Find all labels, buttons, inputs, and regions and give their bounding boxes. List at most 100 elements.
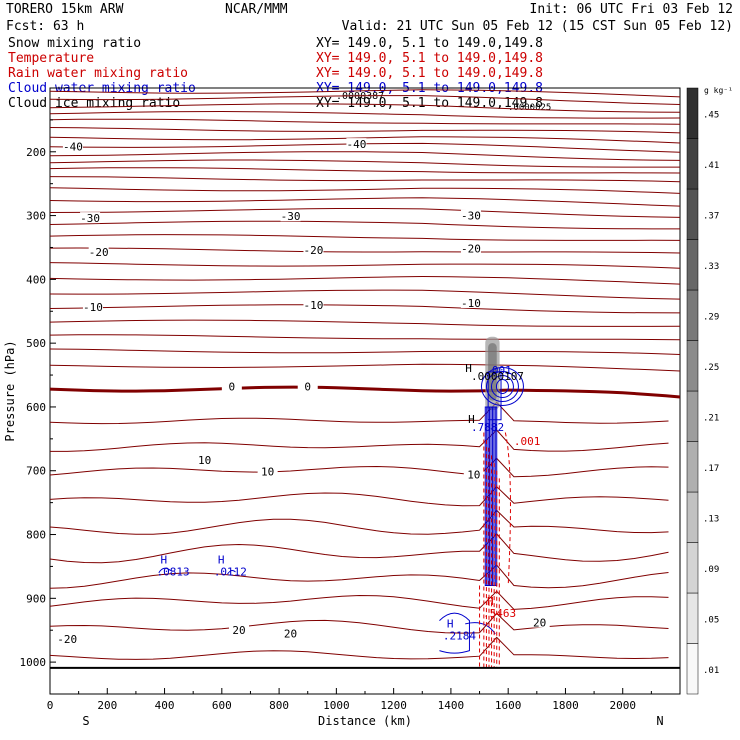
x-tick-label: 400 xyxy=(155,699,175,712)
y-tick-label: 400 xyxy=(26,273,46,286)
isotherm-label-bg xyxy=(303,244,324,256)
colorbar-swatch xyxy=(686,441,699,493)
x-tick-label: 200 xyxy=(97,699,117,712)
isotherm-line xyxy=(49,636,669,660)
isotherm-label-bg xyxy=(194,453,215,465)
cloud-water-contour xyxy=(485,371,519,403)
colorbar-label: .29 xyxy=(703,312,719,322)
max-annotation: .001 xyxy=(485,364,512,377)
isotherm-line xyxy=(49,151,681,161)
isotherm-label: 10 xyxy=(467,469,480,482)
field-xy: XY= 149.0, 5.1 to 149.0,149.8 xyxy=(316,66,543,81)
isotherm-label-bg xyxy=(529,616,550,628)
max-h: H xyxy=(447,617,454,630)
isotherm-line xyxy=(49,110,681,119)
isotherm-line xyxy=(49,401,669,425)
y-axis-label: Pressure (hPa) xyxy=(3,340,17,441)
field-name: Cloud ice mixing ratio xyxy=(8,96,180,111)
y-tick-label: 200 xyxy=(26,146,46,159)
y-tick-label: 700 xyxy=(26,465,46,478)
colorbar-label: .05 xyxy=(703,615,719,625)
isotherm-label-bg xyxy=(297,380,318,392)
colorbar-label: .13 xyxy=(703,514,719,524)
cloud-water-contour xyxy=(487,371,502,421)
colorbar-swatch xyxy=(686,491,699,543)
x-tick-label: 0 xyxy=(47,699,54,712)
isotherm-line xyxy=(49,334,681,341)
center-title: NCAR/MMM xyxy=(225,2,288,17)
colorbar-swatch xyxy=(686,390,699,442)
max-annotation: .0000107 xyxy=(471,370,524,383)
isotherm-label-bg xyxy=(62,140,83,152)
init-time: Init: 06 UTC Fri 03 Feb 12 xyxy=(530,2,734,17)
cloud-water-contour xyxy=(465,622,496,635)
isotherm-line xyxy=(49,208,681,218)
x-tick-label: 600 xyxy=(212,699,232,712)
isotherm-label: 20 xyxy=(284,627,297,640)
x-axis: 0 200 400 600 800 1000 1200 1400 1600 1800 2000 xyxy=(47,688,652,712)
isotherm-line xyxy=(49,319,681,327)
colorbar-label: .09 xyxy=(703,565,719,575)
isotherm-line xyxy=(49,363,681,372)
colorbar-label: .33 xyxy=(703,262,719,272)
isotherm-label-bg xyxy=(80,212,101,224)
isotherm-line xyxy=(49,220,680,230)
isotherm-line xyxy=(49,485,669,507)
isotherm-line xyxy=(49,304,681,314)
colorbar-label: .17 xyxy=(703,464,719,474)
cloud-water-contour xyxy=(489,406,493,587)
max-annotation: H xyxy=(468,413,475,426)
field-xy: XY= 149.0, 5.1 to 149.0,149.8 xyxy=(316,96,543,111)
isotherm-line xyxy=(49,533,669,564)
colorbar-swatch xyxy=(686,643,699,695)
isotherm-label-bg xyxy=(460,296,481,308)
isotherm-label-bg xyxy=(280,627,301,639)
colorbar-label: .45 xyxy=(703,110,719,120)
colorbar-swatch xyxy=(686,592,699,644)
max-value: .0813 xyxy=(157,566,190,579)
max-annotation: .7882 xyxy=(471,421,504,434)
isotherm-label-bg xyxy=(303,298,324,310)
y-tick-label: 800 xyxy=(26,529,46,542)
isotherm-line xyxy=(49,275,681,285)
colorbar-unit: g kg⁻¹ xyxy=(704,86,733,95)
cloud-water-contour xyxy=(490,375,514,399)
max-annotation: H xyxy=(465,362,472,375)
colorbar-label: .25 xyxy=(703,363,719,373)
isotherm-line xyxy=(49,167,681,174)
max-value: .2184 xyxy=(443,629,476,642)
colorbar-swatch xyxy=(686,188,699,240)
max-h: H xyxy=(218,554,225,567)
snow-max-label: .0000387 xyxy=(336,91,384,102)
x-tick-label: 1000 xyxy=(323,699,350,712)
isotherm-label-bg xyxy=(460,209,481,221)
max-h: H xyxy=(487,595,494,608)
isotherm-line xyxy=(49,234,681,241)
isotherm-label: -10 xyxy=(461,297,481,310)
isotherm-label: -20 xyxy=(57,633,77,646)
isotherm-label-bg xyxy=(229,624,249,636)
cloud-water-contours xyxy=(158,367,524,654)
isotherm-label: -30 xyxy=(281,210,301,223)
model-title: TORERO 15km ARW xyxy=(6,2,124,17)
south-label: S xyxy=(82,714,89,728)
field-legend: Snow mixing ratio XY= 149.0, 5.1 to 149.0… xyxy=(8,36,551,113)
isotherm-label: 0 xyxy=(304,381,311,394)
cloud-water-contour xyxy=(495,379,509,395)
zero-isotherm xyxy=(49,385,681,399)
y-tick-label: 500 xyxy=(26,337,46,350)
colorbar-label: .01 xyxy=(703,666,719,676)
colorbar-label: .41 xyxy=(703,161,719,171)
x-tick-label: 1200 xyxy=(380,699,407,712)
isotherm-label: -40 xyxy=(346,138,366,151)
isotherm-line xyxy=(49,457,669,478)
colorbar-label: .37 xyxy=(703,211,719,221)
field-xy: XY= 149.0, 5.1 to 149.0,149.8 xyxy=(316,36,543,51)
colorbar-swatch xyxy=(686,542,699,594)
isotherm-label: -20 xyxy=(304,244,324,257)
isotherm-label: -10 xyxy=(83,301,103,314)
field-name: Rain water mixing ratio xyxy=(8,66,188,81)
cloud-water-contour xyxy=(227,569,236,575)
